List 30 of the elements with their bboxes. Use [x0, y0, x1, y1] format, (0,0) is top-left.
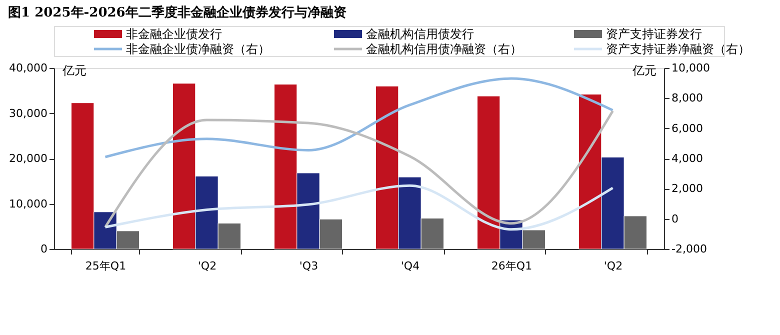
y2-tick-label: 2,000	[672, 182, 703, 196]
y2-tick-label: 8,000	[672, 92, 703, 105]
y2-tick-label: 6,000	[672, 122, 703, 135]
line-series	[104, 77, 614, 158]
x-tick-label: 'Q3	[299, 260, 318, 272]
chart-title: 图1 2025年-2026年二季度非金融企业债券发行与净融资	[8, 4, 346, 20]
y-axis-title: 亿元	[62, 64, 86, 78]
y2-tick-label: 10,000	[672, 62, 710, 74]
line-series	[104, 184, 614, 231]
x-tick-label: 26年Q1	[491, 260, 532, 272]
x-tick-label: 'Q2	[604, 260, 623, 272]
y2-tick-label: -2,000	[672, 242, 707, 256]
legend-label: 资产支持证券净融资（右）	[606, 42, 750, 56]
legend-label: 金融机构信用债发行	[366, 27, 474, 41]
y-tick-label: 40,000	[9, 62, 48, 74]
x-tick-label: 'Q4	[400, 260, 420, 272]
y-tick-label: 0	[40, 242, 48, 256]
x-tick-label: 'Q2	[198, 260, 217, 272]
y2-tick-label: 0	[672, 212, 678, 226]
y-tick-label: 20,000	[9, 152, 48, 165]
legend-label: 金融机构信用债净融资（右）	[366, 42, 522, 56]
legend-label: 非金融企业债发行	[126, 27, 222, 41]
y-tick-label: 10,000	[9, 197, 48, 210]
y-tick-label: 30,000	[9, 106, 48, 120]
x-tick-label: 25年Q1	[85, 260, 126, 272]
y2-axis-title: 亿元	[632, 64, 656, 78]
legend-label: 资产支持证券发行	[606, 27, 702, 41]
legend-label: 非金融企业债净融资（右）	[126, 42, 270, 56]
y2-tick-label: 4,000	[672, 152, 703, 165]
line-series	[104, 110, 614, 228]
